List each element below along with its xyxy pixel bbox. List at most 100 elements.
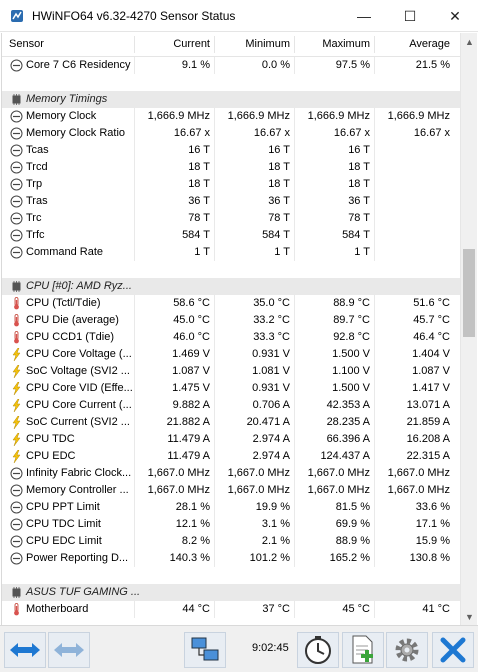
- settings-button[interactable]: [386, 632, 428, 668]
- sensor-row[interactable]: CPU Core Voltage (... 1.469 V 0.931 V 1.500…: [2, 346, 460, 363]
- sensor-row[interactable]: CPU EDC Limit 8.2 % 2.1 % 88.9 % 15.9 %: [2, 533, 460, 550]
- clock-sensor-icon: [10, 552, 23, 565]
- column-gridline: [374, 533, 375, 550]
- sensor-minimum-value: 0.931 V: [252, 382, 290, 394]
- sensor-row[interactable]: CPU TDC Limit 12.1 % 3.1 % 69.9 % 17.1 %: [2, 516, 460, 533]
- sensor-row[interactable]: Trp 18 T 18 T 18 T: [2, 176, 460, 193]
- sensor-current-value: 44 °C: [182, 603, 210, 615]
- network-button[interactable]: [184, 632, 226, 668]
- column-divider[interactable]: [214, 36, 215, 53]
- sensor-row[interactable]: Core 7 C6 Residency 9.1 % 0.0 % 97.5 % 21.5 …: [2, 57, 460, 74]
- column-divider[interactable]: [134, 36, 135, 53]
- sensor-name: Trfc: [26, 229, 45, 241]
- sensor-average-value: 1.087 V: [412, 365, 450, 377]
- sensor-group-header[interactable]: ASUS TUF GAMING ...: [2, 584, 460, 601]
- sensor-average-value: 22.315 A: [406, 450, 450, 462]
- title-bar: HWiNFO64 v6.32-4270 Sensor Status — ☐ ✕: [0, 0, 478, 32]
- column-gridline: [214, 176, 215, 193]
- column-gridline: [134, 380, 135, 397]
- column-gridline: [214, 312, 215, 329]
- column-gridline: [294, 397, 295, 414]
- sensor-average-value: 1.404 V: [412, 348, 450, 360]
- sensor-maximum-value: 1,667.0 MHz: [307, 467, 370, 479]
- clock-sensor-icon: [10, 535, 23, 548]
- close-button[interactable]: ✕: [449, 7, 461, 24]
- sensor-row[interactable]: CPU EDC 11.479 A 2.974 A 124.437 A 22.315 A: [2, 448, 460, 465]
- minimize-button[interactable]: —: [357, 8, 371, 24]
- sensor-minimum-value: 37 °C: [262, 603, 290, 615]
- column-gridline: [214, 210, 215, 227]
- sensor-row[interactable]: Trcd 18 T 18 T 18 T: [2, 159, 460, 176]
- vertical-scrollbar[interactable]: ▲ ▼: [460, 33, 477, 625]
- expand-arrows-button[interactable]: [4, 632, 46, 668]
- column-divider[interactable]: [294, 36, 295, 53]
- column-gridline: [134, 499, 135, 516]
- collapse-arrows-button[interactable]: [48, 632, 90, 668]
- lightning-icon: [10, 415, 23, 430]
- scroll-thumb[interactable]: [463, 249, 475, 337]
- sensor-row[interactable]: Tcas 16 T 16 T 16 T: [2, 142, 460, 159]
- column-gridline: [134, 142, 135, 159]
- sensor-row[interactable]: Command Rate 1 T 1 T 1 T: [2, 244, 460, 261]
- sensor-row[interactable]: CPU CCD1 (Tdie) 46.0 °C 33.3 °C 92.8 °C 46.4…: [2, 329, 460, 346]
- sensor-row[interactable]: Tras 36 T 36 T 36 T: [2, 193, 460, 210]
- sensor-minimum-value: 35.0 °C: [253, 297, 290, 309]
- column-header-current[interactable]: Current: [173, 38, 210, 50]
- sensor-row[interactable]: CPU (Tctl/Tdie) 58.6 °C 35.0 °C 88.9 °C 51.6…: [2, 295, 460, 312]
- column-header-average[interactable]: Average: [409, 38, 450, 50]
- sensor-current-value: 12.1 %: [175, 518, 210, 530]
- sensor-name: CPU CCD1 (Tdie): [26, 331, 115, 343]
- sensor-current-value: 11.479 A: [167, 433, 210, 445]
- sensor-row[interactable]: Trc 78 T 78 T 78 T: [2, 210, 460, 227]
- column-gridline: [134, 295, 135, 312]
- sensor-row[interactable]: SoC Voltage (SVI2 ... 1.087 V 1.081 V 1.100…: [2, 363, 460, 380]
- sensor-row[interactable]: SoC Current (SVI2 ... 21.882 A 20.471 A 28.…: [2, 414, 460, 431]
- column-header-maximum[interactable]: Maximum: [322, 38, 370, 50]
- sensor-name: CPU EDC Limit: [26, 535, 102, 547]
- column-gridline: [374, 125, 375, 142]
- sensor-row[interactable]: Memory Controller ... 1,667.0 MHz 1,667.0 …: [2, 482, 460, 499]
- column-gridline: [374, 397, 375, 414]
- sensor-group-header[interactable]: CPU [#0]: AMD Ryz...: [2, 278, 460, 295]
- sensor-minimum-value: 1,666.9 MHz: [227, 110, 290, 122]
- sensor-row[interactable]: Memory Clock 1,666.9 MHz 1,666.9 MHz 1,666.…: [2, 108, 460, 125]
- sensor-row[interactable]: Trfc 584 T 584 T 584 T: [2, 227, 460, 244]
- column-gridline: [294, 482, 295, 499]
- column-gridline: [134, 346, 135, 363]
- sensor-row[interactable]: Power Reporting D... 140.3 % 101.2 % 165.2 …: [2, 550, 460, 567]
- logging-clock-button[interactable]: [297, 632, 339, 668]
- column-gridline: [294, 414, 295, 431]
- sensor-row[interactable]: CPU Die (average) 45.0 °C 33.2 °C 89.7 °C 45…: [2, 312, 460, 329]
- sensor-row[interactable]: CPU TDC 11.479 A 2.974 A 66.396 A 16.208 A: [2, 431, 460, 448]
- double-arrow-icon: [10, 643, 40, 657]
- sensor-current-value: 1,667.0 MHz: [147, 484, 210, 496]
- sensor-row[interactable]: Infinity Fabric Clock... 1,667.0 MHz 1,667…: [2, 465, 460, 482]
- sensor-average-value: 1,667.0 MHz: [387, 467, 450, 479]
- maximize-button[interactable]: ☐: [403, 7, 417, 24]
- column-gridline: [214, 244, 215, 261]
- sensor-row[interactable]: CPU Core VID (Effe... 1.475 V 0.931 V 1.500…: [2, 380, 460, 397]
- column-divider[interactable]: [374, 36, 375, 53]
- sensor-row[interactable]: CPU Core Current (... 9.882 A 0.706 A 42.35…: [2, 397, 460, 414]
- sensor-average-value: 45.7 °C: [413, 314, 450, 326]
- sensor-row[interactable]: Memory Clock Ratio 16.67 x 16.67 x 16.67 x 1…: [2, 125, 460, 142]
- column-header-minimum[interactable]: Minimum: [245, 38, 290, 50]
- scroll-down-arrow-icon[interactable]: ▼: [465, 611, 474, 622]
- sensor-group-header[interactable]: Memory Timings: [2, 91, 460, 108]
- sensor-maximum-value: 88.9 °C: [333, 297, 370, 309]
- sensor-row[interactable]: Motherboard 44 °C 37 °C 45 °C 41 °C: [2, 601, 460, 618]
- sensor-current-value: 18 T: [188, 161, 210, 173]
- sensor-current-value: 140.3 %: [169, 552, 210, 564]
- column-gridline: [134, 227, 135, 244]
- sensor-current-value: 16 T: [188, 144, 210, 156]
- column-gridline: [374, 312, 375, 329]
- close-sensors-button[interactable]: [432, 632, 474, 668]
- column-gridline: [294, 57, 295, 74]
- column-gridline: [214, 108, 215, 125]
- sensor-maximum-value: 124.437 A: [320, 450, 370, 462]
- column-gridline: [214, 601, 215, 618]
- column-header-sensor[interactable]: Sensor: [9, 38, 44, 50]
- add-report-button[interactable]: [342, 632, 384, 668]
- sensor-row[interactable]: CPU PPT Limit 28.1 % 19.9 % 81.5 % 33.6 %: [2, 499, 460, 516]
- scroll-up-arrow-icon[interactable]: ▲: [465, 36, 474, 47]
